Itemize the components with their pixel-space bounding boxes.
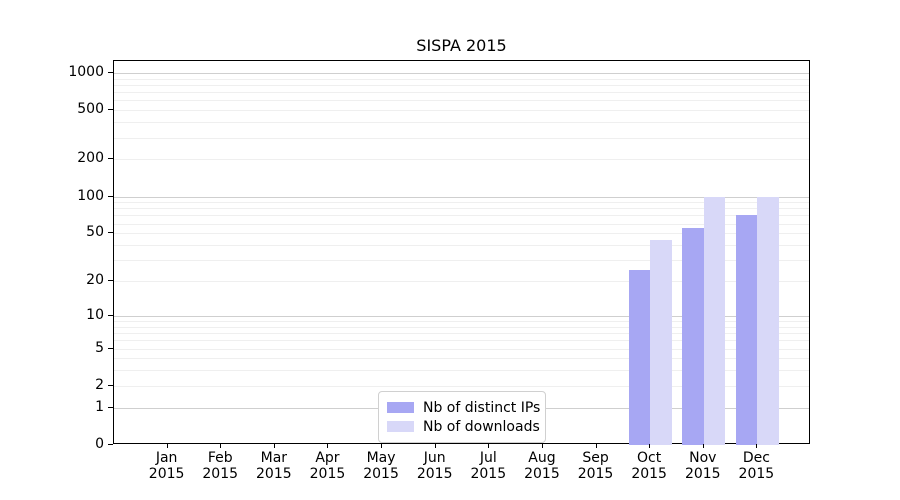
x-tick-label: Aug 2015: [524, 450, 560, 482]
x-tick-mark: [327, 444, 329, 448]
legend-item-distinct-ips: Nb of distinct IPs: [387, 398, 540, 417]
y-tick-label: 10: [86, 306, 104, 323]
legend-swatch-distinct-ips-icon: [387, 402, 414, 413]
y-tick-mark: [108, 384, 113, 386]
bar-distinct-ips: [735, 215, 758, 445]
major-gridline: [114, 73, 809, 74]
major-gridline: [114, 196, 809, 198]
x-tick-label: Oct 2015: [631, 450, 667, 482]
y-tick-mark: [108, 72, 113, 73]
minor-gridline: [114, 78, 809, 80]
x-tick-label: Jun 2015: [416, 450, 453, 482]
x-tick-mark: [166, 444, 168, 448]
legend-label-downloads: Nb of downloads: [423, 418, 540, 435]
y-tick-label: 1000: [68, 64, 104, 80]
x-tick-label: Sep 2015: [577, 450, 614, 482]
minor-gridline: [114, 358, 809, 360]
y-tick-label: 5: [95, 339, 104, 356]
minor-gridline: [114, 385, 809, 387]
legend: Nb of distinct IPs Nb of downloads: [378, 391, 546, 443]
x-tick-mark: [381, 444, 383, 448]
minor-gridline: [114, 340, 809, 342]
x-tick-label: Nov 2015: [684, 450, 721, 482]
legend-item-downloads: Nb of downloads: [387, 417, 540, 436]
bar-downloads: [650, 240, 672, 445]
minor-gridline: [114, 208, 809, 210]
minor-gridline: [114, 122, 809, 124]
y-tick-mark: [108, 314, 113, 316]
minor-gridline: [114, 233, 809, 235]
y-tick-label: 0: [95, 436, 104, 452]
minor-gridline: [114, 223, 809, 225]
y-tick-mark: [108, 280, 113, 282]
y-tick-mark: [108, 109, 113, 111]
minor-gridline: [114, 92, 809, 94]
minor-gridline: [114, 137, 809, 139]
x-tick-mark: [702, 444, 704, 448]
y-tick-label: 1: [95, 398, 104, 415]
legend-label-distinct-ips: Nb of distinct IPs: [423, 399, 541, 416]
minor-gridline: [114, 215, 809, 217]
y-tick-mark: [108, 232, 113, 234]
minor-gridline: [114, 370, 809, 372]
y-tick-mark: [108, 158, 113, 160]
minor-gridline: [114, 202, 809, 204]
minor-gridline: [114, 348, 809, 350]
minor-gridline: [114, 321, 809, 323]
y-tick-label: 50: [86, 224, 104, 241]
minor-gridline: [114, 245, 809, 247]
x-tick-mark: [273, 444, 275, 448]
y-tick-mark: [108, 195, 113, 197]
x-tick-mark: [488, 444, 490, 448]
bar-distinct-ips: [628, 269, 651, 445]
y-tick-label: 20: [86, 272, 104, 289]
x-tick-mark: [541, 444, 543, 448]
x-tick-label: Dec 2015: [738, 450, 775, 482]
minor-gridline: [114, 85, 809, 86]
y-tick-label: 500: [77, 101, 104, 118]
bar-downloads: [703, 196, 726, 445]
minor-gridline: [114, 326, 809, 328]
major-gridline: [114, 315, 809, 317]
chart-title: SISPA 2015: [416, 36, 507, 55]
y-tick-label: 100: [77, 187, 104, 204]
x-tick-label: Jan 2015: [148, 450, 185, 482]
x-tick-mark: [595, 444, 597, 448]
x-tick-label: Apr 2015: [309, 450, 346, 482]
minor-gridline: [114, 100, 809, 102]
bar-distinct-ips: [682, 228, 704, 445]
plot-area: [113, 60, 810, 445]
x-tick-label: Mar 2015: [256, 450, 292, 482]
y-tick-mark: [108, 347, 113, 349]
minor-gridline: [114, 260, 809, 262]
minor-gridline: [114, 110, 809, 112]
bar-downloads: [757, 196, 779, 445]
minor-gridline: [114, 281, 809, 283]
y-tick-label: 2: [95, 376, 104, 393]
x-tick-mark: [434, 444, 436, 448]
x-tick-mark: [220, 444, 222, 448]
legend-swatch-downloads-icon: [387, 421, 414, 432]
y-tick-mark: [108, 444, 113, 445]
minor-gridline: [114, 159, 809, 161]
x-tick-mark: [649, 444, 651, 448]
x-tick-label: Jul 2015: [470, 450, 507, 482]
x-tick-label: Feb 2015: [202, 450, 239, 482]
minor-gridline: [114, 333, 809, 335]
x-tick-label: May 2015: [363, 450, 399, 482]
x-tick-mark: [756, 444, 758, 448]
y-tick-label: 200: [77, 150, 104, 167]
y-tick-mark: [108, 406, 113, 408]
